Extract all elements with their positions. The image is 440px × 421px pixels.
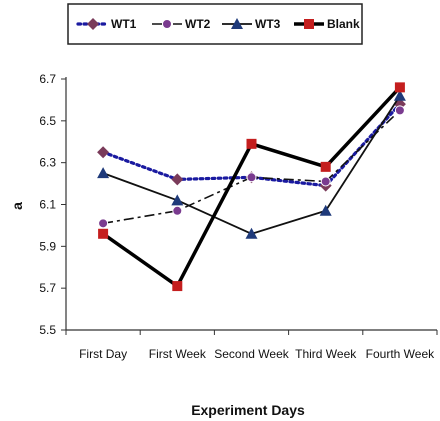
legend-item-wt1: WT1 <box>76 17 137 31</box>
data-point <box>172 205 183 216</box>
data-point <box>320 176 331 187</box>
series-line <box>102 86 402 288</box>
data-point <box>246 138 257 149</box>
series-line <box>102 109 401 225</box>
data-point <box>172 281 183 292</box>
x-tick-label: Fourth Week <box>366 347 435 361</box>
data-point <box>319 204 332 216</box>
y-tick-label: 5.9 <box>39 239 56 253</box>
y-tick-label: 6.3 <box>39 156 56 170</box>
data-point <box>97 146 110 159</box>
x-tick-label: Third Week <box>295 347 357 361</box>
legend: WT1 WT2 WT3 Blank <box>67 3 363 45</box>
axes: 5.5 5.7 5.9 6.1 6.3 6.5 6.7 First Day First Week… <box>39 72 438 361</box>
legend-marker <box>162 19 172 29</box>
x-tick-label: First Week <box>149 347 207 361</box>
series-blank <box>98 82 405 292</box>
data-point <box>394 105 405 116</box>
y-tick-label: 5.5 <box>39 323 56 337</box>
legend-marker <box>87 18 99 30</box>
data-point <box>320 161 331 172</box>
y-tick-label: 6.1 <box>39 198 56 212</box>
y-tick-label: 5.7 <box>39 281 56 295</box>
data-point <box>98 228 109 239</box>
data-point <box>171 173 184 186</box>
legend-item-blank: Blank <box>294 17 360 31</box>
x-axis-title: Experiment Days <box>191 402 305 418</box>
y-axis-title: a <box>9 202 25 210</box>
series-line <box>102 95 401 235</box>
legend-label: WT3 <box>255 17 281 31</box>
x-tick-label: First Day <box>79 347 127 361</box>
data-point <box>246 172 257 183</box>
legend-marker <box>304 19 314 29</box>
data-point <box>393 89 406 101</box>
y-tick-label: 6.7 <box>39 72 56 86</box>
data-point <box>245 227 258 239</box>
series-wt2 <box>98 105 405 229</box>
data-point <box>98 218 109 229</box>
data-point <box>171 194 184 206</box>
legend-label: Blank <box>327 17 360 31</box>
legend-label: WT1 <box>111 17 137 31</box>
legend-item-wt3: WT3 <box>222 17 281 31</box>
data-point <box>97 167 110 179</box>
y-tick-label: 6.5 <box>39 114 56 128</box>
legend-label: WT2 <box>185 17 211 31</box>
series-layer <box>97 82 406 292</box>
legend-marker <box>231 18 243 29</box>
series-wt3 <box>97 89 406 239</box>
legend-item-wt2: WT2 <box>152 17 211 31</box>
x-tick-label: Second Week <box>214 347 289 361</box>
data-point <box>394 82 405 93</box>
